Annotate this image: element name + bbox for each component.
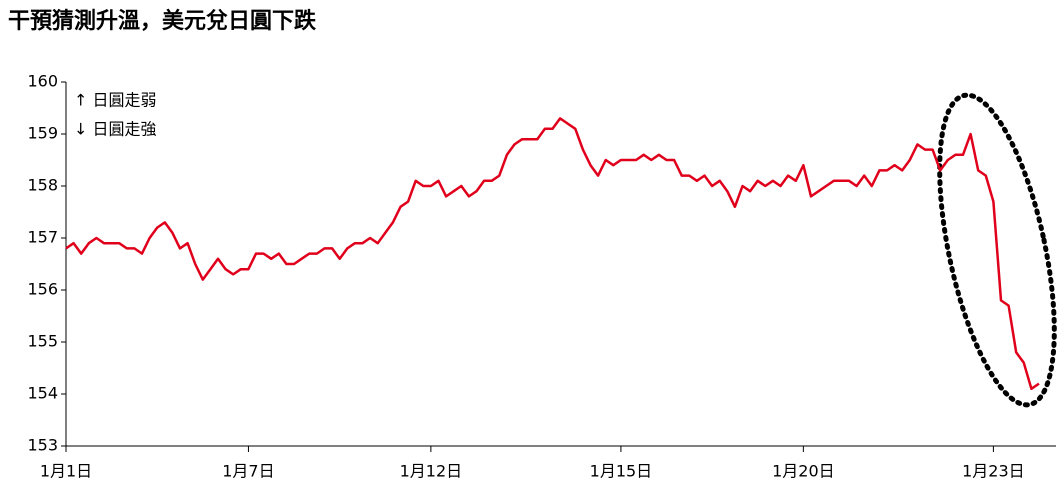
- highlight-ellipse: [937, 92, 1057, 408]
- y-tick-label: 153: [27, 436, 58, 455]
- y-tick-label: 154: [27, 384, 58, 403]
- x-tick-label: 1月15日: [590, 462, 653, 481]
- annotation: ↑ 日圓走弱: [74, 91, 157, 110]
- line-series: [65, 117, 1040, 391]
- y-tick-label: 158: [27, 176, 58, 195]
- x-tick-label: 1月7日: [222, 462, 274, 481]
- y-tick-label: 156: [27, 280, 58, 299]
- y-tick-label: 159: [27, 124, 58, 143]
- x-tick-label: 1月12日: [400, 462, 463, 481]
- y-tick-label: 157: [27, 228, 58, 247]
- y-tick-label: 160: [27, 72, 58, 91]
- annotation: ↓ 日圓走強: [74, 120, 157, 139]
- chart-title: 干預猜測升溫，美元兌日圓下跌: [8, 8, 317, 34]
- x-tick-label: 1月1日: [40, 462, 92, 481]
- x-tick-label: 1月20日: [772, 462, 835, 481]
- y-tick-label: 155: [27, 332, 58, 351]
- x-tick-label: 1月23日: [962, 462, 1025, 481]
